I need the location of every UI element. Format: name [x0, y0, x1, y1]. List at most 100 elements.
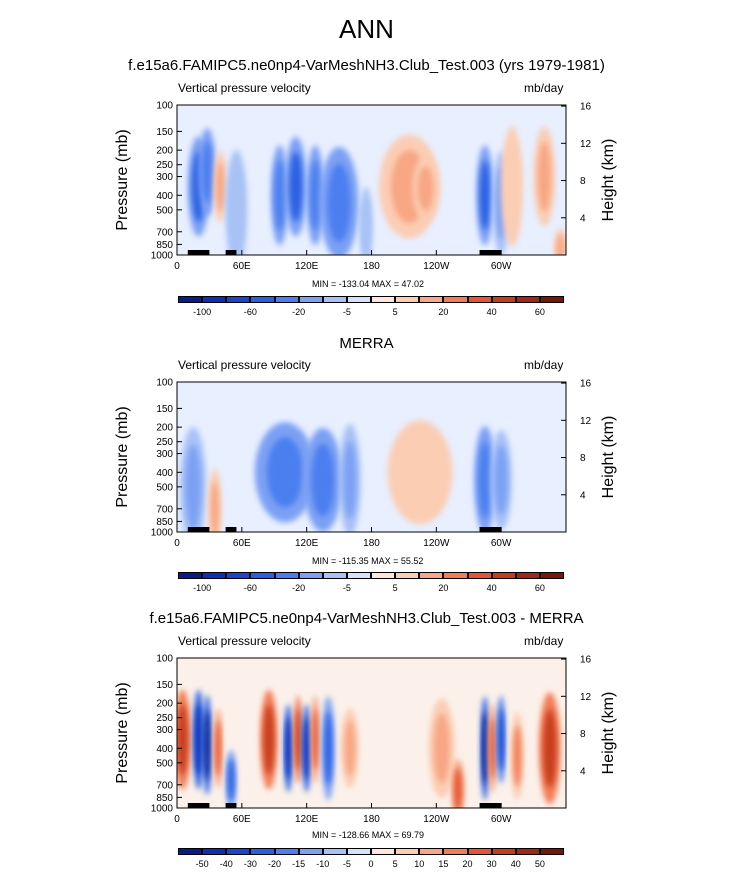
colorbar-box [322, 848, 347, 855]
contour-region [263, 704, 275, 775]
colorbar-box [226, 572, 251, 579]
colorbar-box [395, 296, 420, 303]
colorbar-box [202, 848, 227, 855]
y-tick-label: 400 [156, 191, 173, 202]
y-tick-label: 250 [156, 160, 173, 171]
left-string: Vertical pressure velocity [178, 358, 311, 372]
y-tick-label: 700 [156, 780, 173, 791]
topography-mask [187, 527, 210, 532]
colorbar-box [250, 572, 275, 579]
colorbar-box [515, 296, 540, 303]
x-tick-label: 60W [491, 538, 512, 549]
colorbar-box [298, 572, 323, 579]
topography-mask [479, 250, 502, 255]
colorbar-box [443, 296, 468, 303]
y2-tick-label: 4 [580, 213, 586, 224]
colorbar-box [539, 848, 564, 855]
contour-region [295, 708, 301, 771]
y-tick-label: 250 [156, 713, 173, 724]
colorbar-box [322, 296, 347, 303]
y2-axis-label: Height (km) [600, 692, 617, 775]
colorbar-box [491, 848, 516, 855]
colorbar-box [226, 296, 251, 303]
y2-tick-label: 16 [580, 379, 592, 390]
y2-tick-label: 8 [580, 453, 586, 464]
y-tick-label: 500 [156, 482, 173, 493]
panel-title: MERRA [339, 335, 394, 352]
colorbar-label: 50 [534, 859, 545, 869]
contour-region [274, 160, 285, 231]
colorbar-box [539, 572, 564, 579]
contour-region [505, 144, 519, 229]
y2-tick-label: 12 [580, 416, 592, 427]
y2-tick-label: 8 [580, 176, 586, 187]
x-tick-label: 0 [174, 538, 180, 549]
y-tick-label: 500 [156, 758, 173, 769]
y-tick-label: 150 [156, 127, 173, 138]
contour-region [433, 713, 450, 784]
colorbar-label: -60 [243, 307, 257, 317]
y2-tick-label: 8 [580, 729, 586, 740]
contour-region [489, 717, 496, 780]
colorbar-label: -10 [316, 859, 330, 869]
colorbar-box [371, 296, 396, 303]
panel-title: f.e15a6.FAMIPC5.ne0np4-VarMeshNH3.Club_T… [128, 57, 605, 74]
colorbar-box [515, 848, 540, 855]
colorbar-label: 40 [486, 307, 497, 317]
y2-tick-label: 4 [580, 766, 586, 777]
colorbar-label: -50 [195, 859, 209, 869]
min-max-text: MIN = -115.35 MAX = 55.52 [312, 556, 424, 566]
topography-mask [225, 250, 237, 255]
colorbar-box [250, 296, 275, 303]
topography-mask [225, 803, 237, 808]
contour-region [185, 444, 201, 529]
colorbar-box [298, 296, 323, 303]
colorbar-box [515, 572, 540, 579]
topography-mask [187, 803, 210, 808]
contour-region [417, 166, 434, 211]
colorbar-box [274, 572, 299, 579]
topography-mask [225, 527, 237, 532]
x-tick-label: 60W [491, 814, 512, 825]
topography-mask [187, 250, 210, 255]
colorbar-label: -5 [342, 859, 351, 869]
y-tick-label: 1000 [151, 804, 174, 815]
contour-region [556, 234, 565, 255]
contour-region [216, 161, 225, 212]
colorbar-label: 60 [534, 307, 545, 317]
y-tick-label: 400 [156, 468, 173, 479]
x-tick-label: 60E [233, 814, 251, 825]
colorbar: -50 -40 -30 -20 -15 -10 -5 0 5 10 15 20 30 40 50 [178, 848, 564, 870]
contour-region [362, 198, 370, 255]
colorbar-label: 5 [392, 859, 398, 869]
colorbar-box [371, 848, 396, 855]
contour-region [210, 480, 219, 532]
x-tick-label: 180 [363, 261, 380, 272]
contour-region [266, 437, 304, 508]
y2-tick-label: 16 [580, 655, 592, 666]
colorbar-box [226, 848, 251, 855]
contour-region [289, 151, 303, 222]
panel-title: f.e15a6.FAMIPC5.ne0np4-VarMeshNH3.Club_T… [149, 610, 584, 627]
x-tick-label: 180 [363, 814, 380, 825]
colorbar-label: -20 [292, 307, 306, 317]
y-tick-label: 850 [156, 517, 173, 528]
colorbar-label: 40 [510, 859, 521, 869]
contour-region [324, 711, 333, 785]
colorbar-box [443, 572, 468, 579]
y2-axis-label: Height (km) [600, 416, 617, 499]
y-tick-label: 200 [156, 423, 173, 434]
colorbar-box [491, 296, 516, 303]
y-tick-label: 200 [156, 146, 173, 157]
colorbar-label: 20 [462, 859, 473, 869]
colorbar-box [274, 296, 299, 303]
colorbar-label: -5 [342, 583, 351, 593]
colorbar-box [467, 296, 492, 303]
colorbar-label: 15 [438, 859, 449, 869]
colorbar-box [178, 572, 203, 579]
colorbar-box [371, 572, 396, 579]
colorbar-box [467, 572, 492, 579]
y-tick-label: 400 [156, 744, 173, 755]
